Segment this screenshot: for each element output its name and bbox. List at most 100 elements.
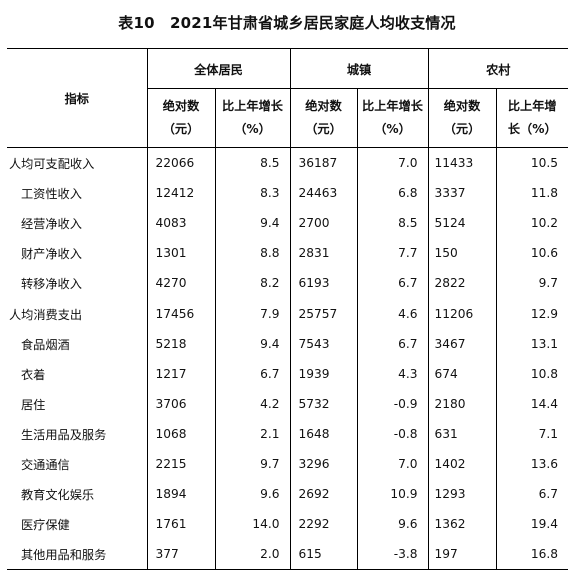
cell-all-abs: 1761 xyxy=(146,509,215,540)
cell-rural-abs: 631 xyxy=(427,418,496,449)
row-label: 其他用品和服务 xyxy=(7,539,147,571)
cell-rural-growth: 6.7 xyxy=(495,479,568,510)
table-row: 其他用品和服务 377 2.0 615 -3.8 197 16.8 xyxy=(7,539,568,571)
cell-urban-growth: -0.9 xyxy=(356,388,428,419)
cell-urban-abs: 1939 xyxy=(289,358,357,389)
cell-all-abs: 5218 xyxy=(146,328,215,359)
row-label: 人均消费支出 xyxy=(9,307,83,322)
row-label: 交通通信 xyxy=(21,457,70,472)
cell-all-abs: 17456 xyxy=(146,298,215,329)
row-label: 财产净收入 xyxy=(21,247,82,262)
cell-urban-abs: 2292 xyxy=(289,509,357,540)
table-row: 人均可支配收入 22066 8.5 36187 7.0 11433 10.5 xyxy=(7,147,568,179)
table-row: 转移净收入 4270 8.2 6193 6.7 2822 9.7 xyxy=(7,268,568,299)
cell-all-growth: 4.2 xyxy=(214,388,290,419)
cell-all-abs: 1894 xyxy=(146,479,215,510)
cell-urban-abs: 2831 xyxy=(289,238,357,269)
cell-urban-abs: 5732 xyxy=(289,388,357,419)
table-row: 食品烟酒 5218 9.4 7543 6.7 3467 13.1 xyxy=(7,328,568,359)
cell-all-growth: 6.7 xyxy=(214,358,290,389)
cell-urban-growth: 7.0 xyxy=(356,147,428,179)
row-label: 教育文化娱乐 xyxy=(21,488,95,503)
cell-all-abs: 1301 xyxy=(146,238,215,269)
cell-rural-abs: 2822 xyxy=(427,268,496,299)
cell-all-abs: 3706 xyxy=(146,388,215,419)
row-label: 人均可支配收入 xyxy=(9,157,95,172)
col-header-urban-abs: 绝对数 （元） xyxy=(289,88,357,148)
table-row: 医疗保健 1761 14.0 2292 9.6 1362 19.4 xyxy=(7,509,568,540)
abs-label: 绝对数 xyxy=(443,99,481,113)
col-header-all-growth: 比上年增长 （%） xyxy=(214,88,290,148)
table-row: 经营净收入 4083 9.4 2700 8.5 5124 10.2 xyxy=(7,208,568,239)
cell-all-abs: 2215 xyxy=(146,448,215,480)
cell-all-growth: 14.0 xyxy=(214,509,290,540)
cell-all-abs: 4083 xyxy=(146,208,215,239)
cell-all-growth: 2.0 xyxy=(214,539,290,571)
row-label: 生活用品及服务 xyxy=(21,427,107,442)
cell-rural-growth: 13.1 xyxy=(495,328,568,359)
cell-urban-abs: 615 xyxy=(289,539,357,571)
cell-urban-abs: 2700 xyxy=(289,208,357,239)
row-label: 食品烟酒 xyxy=(21,337,70,352)
table-row: 财产净收入 1301 8.8 2831 7.7 150 10.6 xyxy=(7,238,568,269)
cell-all-growth: 8.5 xyxy=(214,147,290,179)
indicator-header: 指标 xyxy=(7,48,147,148)
group-header-urban: 城镇 xyxy=(289,48,428,89)
cell-rural-growth: 19.4 xyxy=(495,509,568,540)
cell-all-growth: 8.2 xyxy=(214,268,290,299)
cell-urban-abs: 24463 xyxy=(289,178,357,209)
income-expenditure-table: 指标 全体居民 城镇 农村 绝对数 （元） 比上年增长 （%） 绝对数 （元） … xyxy=(7,48,568,571)
row-label: 居住 xyxy=(21,397,46,412)
cell-urban-abs: 6193 xyxy=(289,268,357,299)
cell-urban-growth: -0.8 xyxy=(356,418,428,449)
cell-all-abs: 22066 xyxy=(146,147,215,179)
cell-urban-growth: 8.5 xyxy=(356,208,428,239)
growth-unit: 长（%） xyxy=(507,122,557,136)
cell-rural-growth: 10.5 xyxy=(495,147,568,179)
cell-rural-growth: 16.8 xyxy=(495,539,568,571)
row-label: 工资性收入 xyxy=(21,187,82,202)
growth-label: 比上年增 xyxy=(507,99,557,113)
cell-rural-growth: 7.1 xyxy=(495,418,568,449)
cell-all-growth: 9.6 xyxy=(214,479,290,510)
cell-all-growth: 7.9 xyxy=(214,298,290,329)
row-label: 经营净收入 xyxy=(21,217,82,232)
cell-rural-abs: 674 xyxy=(427,358,496,389)
col-header-urban-growth: 比上年增长 （%） xyxy=(356,88,428,148)
growth-label: 比上年增长 xyxy=(362,99,423,113)
row-label: 医疗保健 xyxy=(21,518,70,533)
cell-rural-growth: 13.6 xyxy=(495,448,568,480)
abs-unit: （元） xyxy=(162,122,200,136)
cell-urban-abs: 2692 xyxy=(289,479,357,510)
cell-all-growth: 8.3 xyxy=(214,178,290,209)
table-row: 工资性收入 12412 8.3 24463 6.8 3337 11.8 xyxy=(7,178,568,209)
cell-all-abs: 4270 xyxy=(146,268,215,299)
cell-urban-abs: 1648 xyxy=(289,418,357,449)
cell-urban-growth: 4.6 xyxy=(356,298,428,329)
table-row: 生活用品及服务 1068 2.1 1648 -0.8 631 7.1 xyxy=(7,418,568,449)
col-header-rural-abs: 绝对数 （元） xyxy=(427,88,496,148)
cell-rural-abs: 3467 xyxy=(427,328,496,359)
cell-urban-growth: 4.3 xyxy=(356,358,428,389)
cell-urban-growth: 9.6 xyxy=(356,509,428,540)
cell-rural-growth: 10.2 xyxy=(495,208,568,239)
cell-rural-abs: 150 xyxy=(427,238,496,269)
cell-rural-abs: 5124 xyxy=(427,208,496,239)
growth-label: 比上年增长 xyxy=(222,99,283,113)
cell-rural-abs: 11433 xyxy=(427,147,496,179)
abs-unit: （元） xyxy=(305,122,342,136)
cell-rural-growth: 9.7 xyxy=(495,268,568,299)
table-row: 人均消费支出 17456 7.9 25757 4.6 11206 12.9 xyxy=(7,298,568,329)
cell-all-growth: 9.7 xyxy=(214,448,290,480)
cell-urban-abs: 36187 xyxy=(289,147,357,179)
cell-rural-abs: 3337 xyxy=(427,178,496,209)
cell-urban-growth: 7.7 xyxy=(356,238,428,269)
cell-all-abs: 1217 xyxy=(146,358,215,389)
cell-urban-abs: 7543 xyxy=(289,328,357,359)
cell-rural-growth: 12.9 xyxy=(495,298,568,329)
cell-all-abs: 377 xyxy=(146,539,215,571)
cell-urban-growth: 6.7 xyxy=(356,268,428,299)
cell-urban-growth: 6.7 xyxy=(356,328,428,359)
table-row: 居住 3706 4.2 5732 -0.9 2180 14.4 xyxy=(7,388,568,419)
cell-rural-abs: 197 xyxy=(427,539,496,571)
